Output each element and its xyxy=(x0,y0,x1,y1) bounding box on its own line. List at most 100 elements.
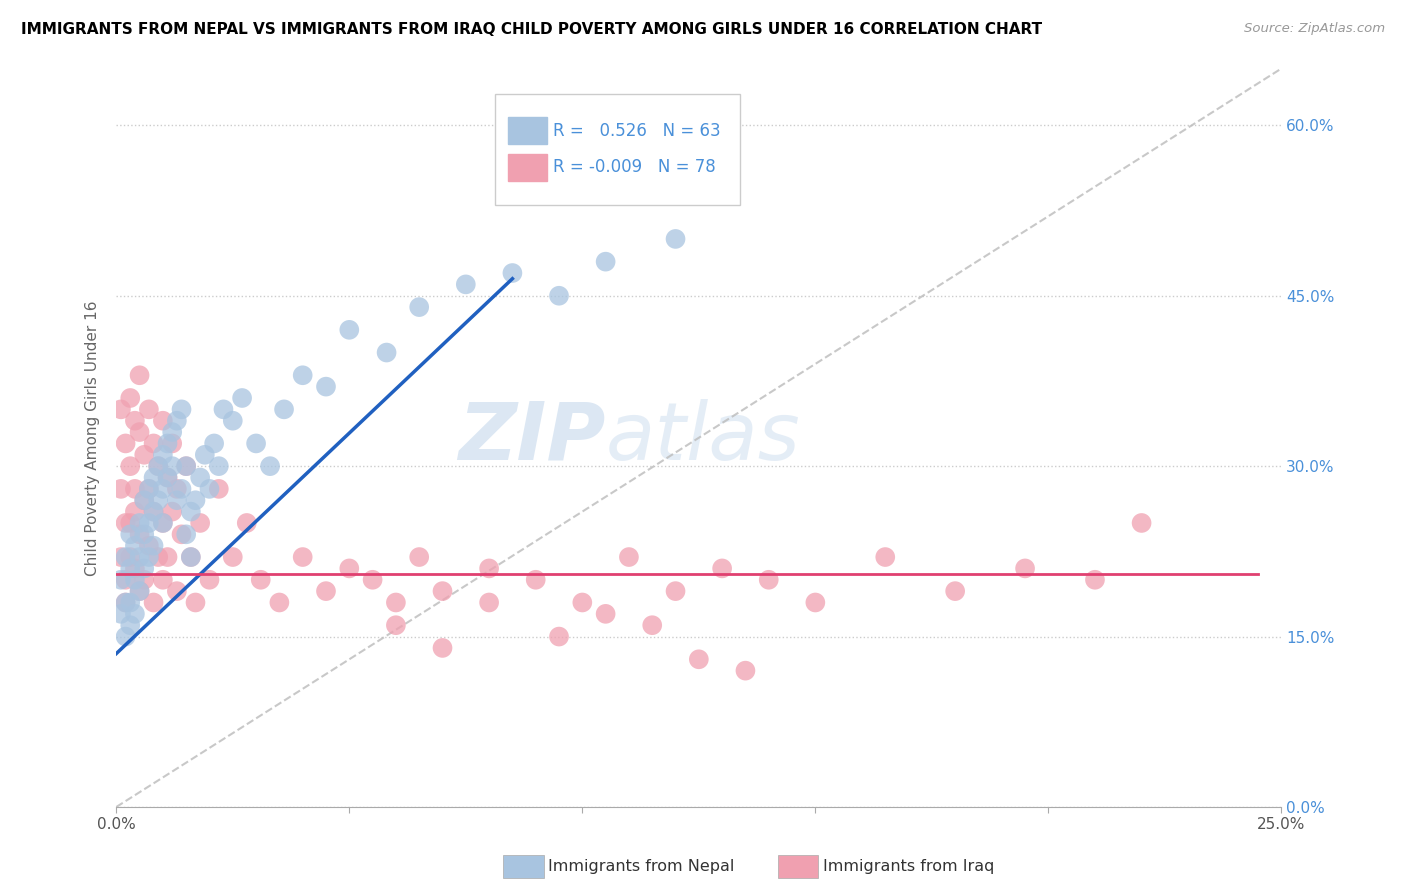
Point xyxy=(128,425,150,439)
Point xyxy=(641,618,664,632)
Point xyxy=(1084,573,1107,587)
Point xyxy=(110,402,132,417)
Point xyxy=(138,402,160,417)
Point xyxy=(273,402,295,417)
Point xyxy=(156,470,179,484)
Text: IMMIGRANTS FROM NEPAL VS IMMIGRANTS FROM IRAQ CHILD POVERTY AMONG GIRLS UNDER 16: IMMIGRANTS FROM NEPAL VS IMMIGRANTS FROM… xyxy=(21,22,1042,37)
Point xyxy=(212,402,235,417)
Point xyxy=(142,595,165,609)
Point xyxy=(160,425,183,439)
Point xyxy=(315,584,337,599)
Point xyxy=(124,607,146,621)
Point xyxy=(128,516,150,530)
Point xyxy=(758,573,780,587)
Point xyxy=(134,493,156,508)
Point xyxy=(617,549,640,564)
Point xyxy=(222,414,245,428)
Point xyxy=(170,402,193,417)
Point xyxy=(148,549,170,564)
Point xyxy=(134,573,156,587)
Point xyxy=(385,595,408,609)
Point xyxy=(142,539,165,553)
Point xyxy=(198,482,221,496)
Point xyxy=(664,232,686,246)
Point xyxy=(120,391,142,405)
Point xyxy=(142,470,165,484)
Point xyxy=(236,516,259,530)
Point xyxy=(148,459,170,474)
Point xyxy=(156,436,179,450)
Point xyxy=(138,516,160,530)
Point xyxy=(114,630,136,644)
Point xyxy=(110,482,132,496)
Point xyxy=(124,561,146,575)
Point xyxy=(337,323,360,337)
Point xyxy=(548,289,571,303)
Point xyxy=(180,549,202,564)
Point xyxy=(152,448,174,462)
Point xyxy=(595,254,617,268)
Point xyxy=(664,584,686,599)
Point xyxy=(110,573,132,587)
Point xyxy=(124,505,146,519)
Point xyxy=(174,527,197,541)
Point xyxy=(375,345,398,359)
Point xyxy=(124,573,146,587)
Point xyxy=(408,549,430,564)
Point xyxy=(188,470,211,484)
Point xyxy=(124,539,146,553)
Point xyxy=(124,482,146,496)
FancyBboxPatch shape xyxy=(508,117,547,144)
Text: Source: ZipAtlas.com: Source: ZipAtlas.com xyxy=(1244,22,1385,36)
Text: R =   0.526   N = 63: R = 0.526 N = 63 xyxy=(553,121,721,139)
Point xyxy=(478,595,501,609)
Point xyxy=(548,630,571,644)
Point xyxy=(361,573,384,587)
Point xyxy=(184,493,207,508)
Point xyxy=(259,459,281,474)
Point xyxy=(711,561,734,575)
Point xyxy=(134,561,156,575)
Point xyxy=(524,573,547,587)
Point xyxy=(180,549,202,564)
Point xyxy=(478,561,501,575)
Point xyxy=(142,505,165,519)
Point xyxy=(138,482,160,496)
Point xyxy=(138,549,160,564)
Point xyxy=(120,527,142,541)
Point xyxy=(166,493,188,508)
Point xyxy=(315,379,337,393)
Point xyxy=(222,549,245,564)
Point xyxy=(943,584,966,599)
Text: R = -0.009   N = 78: R = -0.009 N = 78 xyxy=(553,159,716,177)
Point xyxy=(249,573,271,587)
Point xyxy=(804,595,827,609)
Point xyxy=(160,505,183,519)
Text: Immigrants from Iraq: Immigrants from Iraq xyxy=(823,859,994,873)
Point xyxy=(166,414,188,428)
Point xyxy=(170,527,193,541)
Point xyxy=(120,516,142,530)
Point xyxy=(120,459,142,474)
Point xyxy=(291,368,314,383)
Point xyxy=(134,448,156,462)
Point xyxy=(120,595,142,609)
Point xyxy=(269,595,291,609)
Point xyxy=(571,595,593,609)
Point xyxy=(134,493,156,508)
Point xyxy=(110,549,132,564)
Point xyxy=(160,436,183,450)
Point xyxy=(408,300,430,314)
Point xyxy=(120,549,142,564)
Point xyxy=(501,266,523,280)
Point xyxy=(432,584,454,599)
Point xyxy=(128,549,150,564)
Point xyxy=(231,391,253,405)
Point xyxy=(114,573,136,587)
Point xyxy=(156,549,179,564)
Point xyxy=(124,414,146,428)
Point xyxy=(688,652,710,666)
Point xyxy=(152,516,174,530)
Text: atlas: atlas xyxy=(606,399,800,476)
Point xyxy=(291,549,314,564)
